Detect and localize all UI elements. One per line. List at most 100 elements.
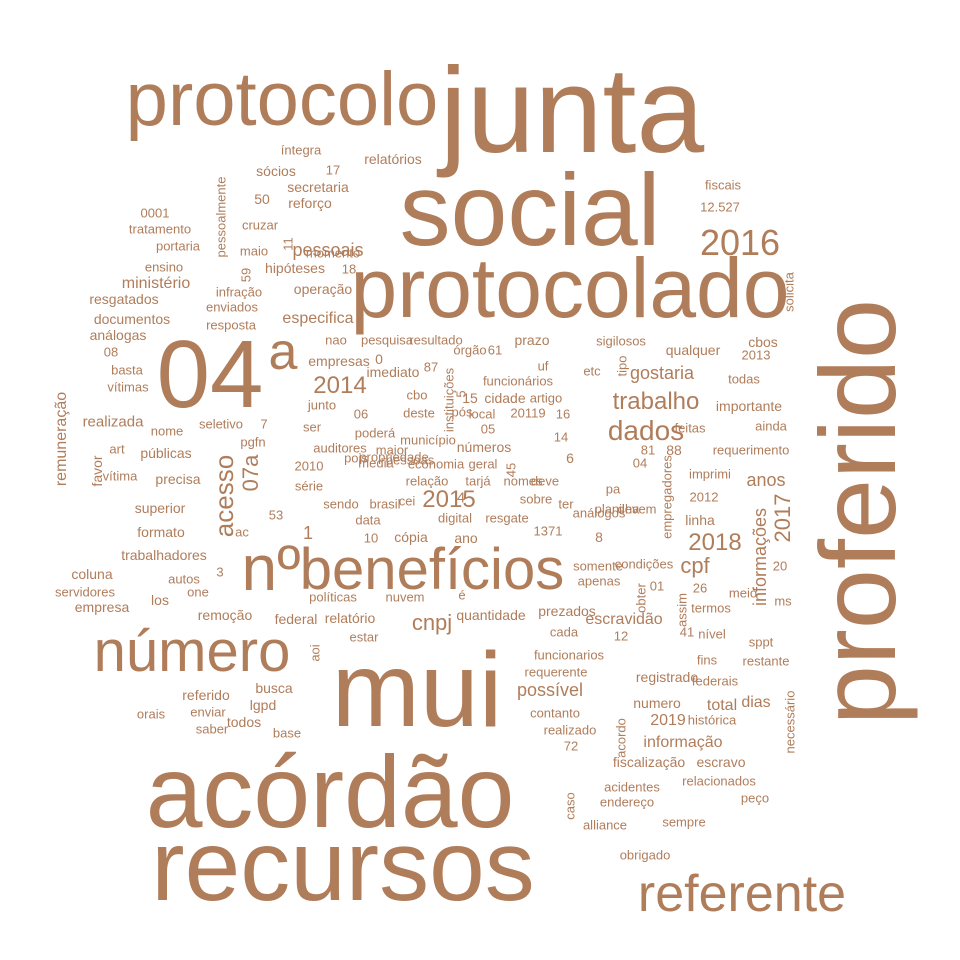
word-cbo-169: cbo [406,387,428,403]
word-sigilosos-85: sigilosos [596,333,646,349]
word-sppt-108: sppt [748,634,774,650]
word-50-36: 50 [254,191,270,207]
word-protocolo-2: protocolo [125,57,439,142]
word-06-173: 06 [353,406,369,422]
word-propriedade-202: propriedade [359,449,429,465]
word-81-94: 81 [640,442,656,458]
word-busca-149: busca [255,680,293,696]
word-maio-39: maio [239,243,269,259]
word-20119-177: 20119 [510,405,546,421]
word-deve-207: deve [530,473,560,489]
word-pessoais-28: pessoais [292,240,364,260]
word-dados-19: dados [607,415,685,446]
word-artigo-181: artigo [529,390,563,406]
word-88-93: 88 [666,442,682,458]
word-12-527-79: 12.527 [700,199,740,215]
word-cei-210: cei [398,493,416,509]
word-vitima-65: vítima [102,468,138,484]
word-53-214: 53 [268,507,284,523]
word-enviados-53: enviados [205,299,259,315]
word-serie-200: série [294,478,324,494]
word-economia-197: economia [407,456,465,472]
word-ac-221: ac [235,524,249,540]
word-2015-16: 2015 [422,486,476,513]
word-integra-34: íntegra [280,142,322,158]
word-qualquer-84: qualquer [665,342,721,358]
word-cnpj-23: cnpj [411,610,453,635]
word-numero-12: número [93,619,291,684]
word-trabalhadores-69: trabalhadores [121,547,207,563]
word-pessoas-196: pessoas [385,452,435,468]
word-coluna-70: coluna [71,566,113,582]
word-cidade-180: cidade [484,390,526,406]
word-restante-110: restante [742,653,790,669]
word-pgfn-186: pgfn [240,434,266,450]
word-possivel-134: possível [516,680,584,700]
word-proferido-4: proferido [797,298,918,726]
word-sempre-128: sempre [662,814,706,830]
word-pesquisa-159: pesquisa [360,332,414,348]
word-deste-174: deste [403,405,435,421]
word-federal-145: federal [274,611,318,627]
word-2010-194: 2010 [294,458,324,474]
word-ano-225: ano [454,530,478,546]
word-meio-102: meio [728,585,758,601]
word-08-57: 08 [103,344,119,360]
word-todos-153: todos [226,714,262,730]
word-2019-118: 2019 [650,712,686,729]
word-documentos-54: documentos [93,311,171,327]
word-historica-117: histórica [687,712,737,728]
word-empresa-72: empresa [74,599,130,615]
word-prazo-163: prazo [514,332,550,348]
word-referido-151: referido [182,687,230,703]
word-auditores-189: auditores [313,440,367,456]
word-a-9: a [268,323,298,381]
word-assim-104: assim [674,593,690,627]
word-resgatados-52: resgatados [89,291,159,307]
word-operacao-51: operação [293,281,353,297]
word-acordao-6: acórdão [145,735,515,849]
word-informacao-119: informação [643,734,723,751]
word-media-195: media [358,455,394,471]
word-imediato-167: imediato [366,364,420,380]
word-trabalho-20: trabalho [612,388,700,415]
word-15-179: 15 [462,390,478,406]
word-0001-46: 0001 [140,205,170,221]
word-59-48: 59 [238,267,254,283]
word-sobre-211: sobre [519,491,553,507]
word-tipo-86: tipo [614,355,630,377]
word-2017-18: 2017 [770,493,795,543]
word-vitimas-59: vítimas [107,379,149,395]
word-05-188: 05 [480,421,496,437]
word-seletivo-184: seletivo [198,416,244,432]
word-ms-101: ms [774,593,792,609]
word-anos-26: anos [746,470,786,490]
word-resgate-217: resgate [485,510,529,526]
word-ser-182: ser [302,419,322,435]
word-federais-111: federais [691,673,739,689]
word-n-10: nº [241,532,301,604]
word-04-95: 04 [632,455,648,471]
word-reforco-32: reforço [288,195,332,211]
word-remocao-76: remoção [197,607,253,623]
word-instituicoes-171: instituições [441,367,457,433]
word-16-178: 16 [555,406,571,422]
word-brasil-209: brasil [369,496,401,512]
word-imprimi-92: imprimi [689,466,731,482]
word-necessario-116: necessário [782,690,798,754]
word-2016-14: 2016 [699,222,781,263]
word-nuvem-147: nuvem [385,589,425,605]
word-ensino-43: ensino [144,259,184,275]
word-somente-228: somente [573,558,623,574]
word-etc-87: etc [583,363,601,379]
word-obrigado-129: obrigado [619,847,671,863]
word-linha-97: linha [685,512,715,528]
word-0-158: 0 [375,351,383,367]
word-junta-0: junta [439,42,705,178]
word-escravo-120: escravo [696,754,746,770]
word-orais-156: orais [136,706,166,722]
word-registrado-112: registrado [635,669,699,685]
word-importante-88: importante [715,398,783,414]
word-referente-13: referente [637,865,847,923]
